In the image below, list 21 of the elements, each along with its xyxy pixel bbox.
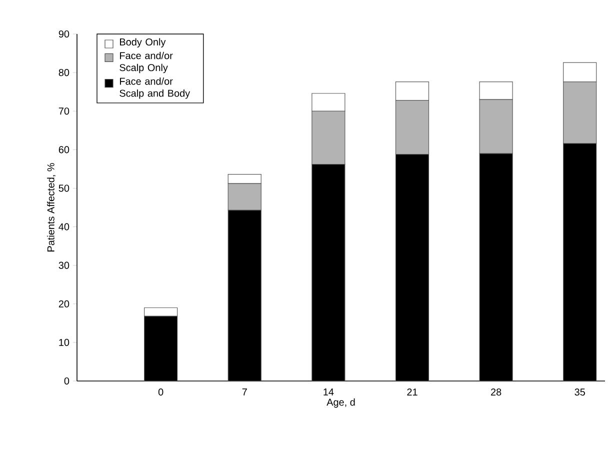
y-tick-label: 90 bbox=[58, 30, 70, 38]
y-axis-title: Patients Affected, % bbox=[47, 163, 56, 252]
legend-label: Face and/or Scalp and Body bbox=[120, 78, 190, 99]
legend-label: Body Only bbox=[120, 38, 166, 48]
legend-label: Face and/or Scalp Only bbox=[120, 52, 173, 74]
x-tick-label: 28 bbox=[491, 388, 502, 396]
x-tick-label: 35 bbox=[574, 388, 585, 396]
y-tick-label: 0 bbox=[64, 377, 70, 385]
x-tick-label: 0 bbox=[158, 388, 164, 396]
y-tick-label: 20 bbox=[58, 300, 70, 308]
y-tick-label: 40 bbox=[58, 223, 70, 230]
y-tick-label: 60 bbox=[58, 146, 70, 154]
x-tick-label: 14 bbox=[324, 388, 334, 396]
y-tick-label: 10 bbox=[59, 338, 70, 346]
y-tick-label: 70 bbox=[58, 108, 70, 115]
y-tick-label: 80 bbox=[58, 69, 70, 76]
x-tick-label: 21 bbox=[407, 388, 418, 396]
x-tick-label: 7 bbox=[242, 388, 247, 396]
x-axis-title: Age, d bbox=[326, 398, 355, 408]
y-tick-label: 30 bbox=[58, 262, 70, 269]
y-tick-label: 50 bbox=[58, 184, 70, 192]
